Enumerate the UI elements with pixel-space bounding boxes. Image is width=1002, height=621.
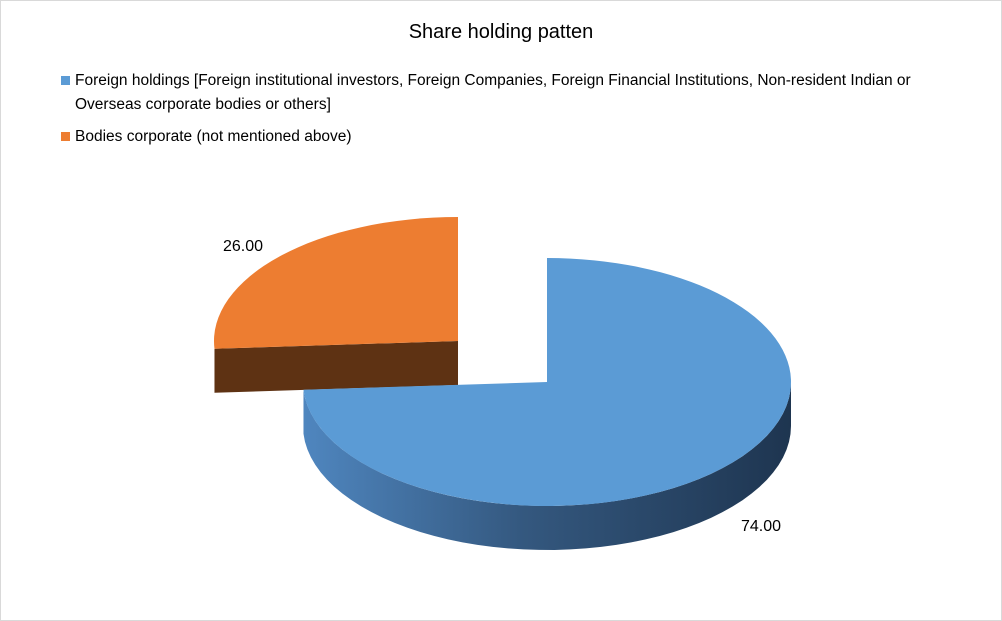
legend: Foreign holdings [Foreign institutional … [61,69,961,157]
data-label-foreign-holdings: 74.00 [741,518,781,535]
legend-label-foreign-holdings: Foreign holdings [Foreign institutional … [75,72,911,113]
pie-slice-bodies-corporate [214,217,458,349]
legend-swatch-bodies-corporate [61,132,70,141]
pie-slice-foreign-holdings [303,258,791,506]
legend-swatch-foreign-holdings [61,76,70,85]
chart-title: Share holding patten [408,21,594,43]
legend-label-bodies-corporate: Bodies corporate (not mentioned above) [75,128,352,145]
data-label-bodies-corporate: 26.00 [223,238,263,255]
legend-item-bodies-corporate: Bodies corporate (not mentioned above) [61,125,961,149]
legend-item-foreign-holdings: Foreign holdings [Foreign institutional … [61,69,961,117]
pie-slice-foreign-holdings-side [303,382,791,550]
slice-bodies-corporate-group [214,217,458,393]
slice-foreign-holdings-group [303,258,791,550]
pie-slice-bodies-corporate-side [214,341,458,393]
